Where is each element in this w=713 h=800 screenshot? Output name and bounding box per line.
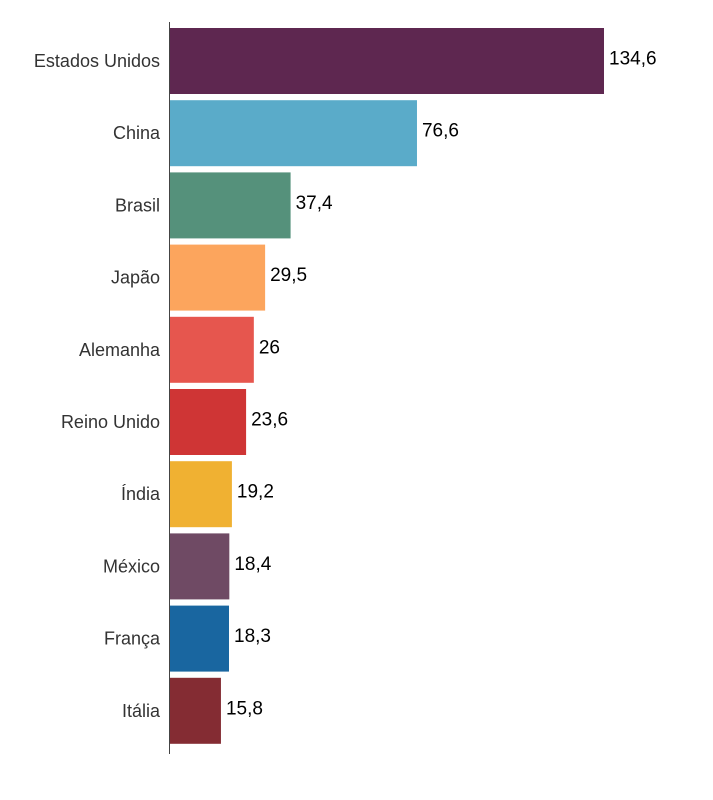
bar-8 (170, 605, 230, 672)
category-label: Estados Unidos (34, 51, 160, 71)
category-label: China (113, 123, 161, 143)
value-label: 18,3 (234, 626, 271, 647)
value-label: 18,4 (234, 554, 271, 575)
category-label: Reino Unido (61, 412, 160, 432)
bar-4 (170, 316, 254, 383)
bar-2 (170, 172, 291, 239)
bar-6 (170, 461, 232, 528)
category-label: Alemanha (79, 340, 161, 360)
category-label: Índia (121, 484, 161, 504)
value-label: 76,6 (422, 121, 459, 142)
category-label: Brasil (115, 195, 160, 215)
category-label: Japão (111, 268, 160, 288)
bar-5 (170, 389, 247, 455)
value-label: 19,2 (237, 482, 274, 503)
category-label: França (104, 629, 161, 649)
category-label: Itália (122, 701, 161, 721)
bars-layer (170, 28, 604, 744)
bar-7 (170, 533, 230, 600)
value-label: 37,4 (296, 193, 333, 214)
value-label: 15,8 (226, 698, 263, 719)
category-label: México (103, 556, 160, 576)
bar-1 (170, 100, 417, 167)
value-label: 23,6 (251, 410, 288, 431)
bar-9 (170, 677, 221, 744)
bar-0 (170, 28, 604, 94)
value-label: 29,5 (270, 265, 307, 286)
value-label: 134,6 (609, 49, 657, 70)
value-label: 26 (259, 337, 280, 358)
labels-layer: Estados Unidos 134,6 China 76,6 Brasil 37,4 Ja… (34, 49, 657, 721)
bar-3 (170, 244, 266, 311)
